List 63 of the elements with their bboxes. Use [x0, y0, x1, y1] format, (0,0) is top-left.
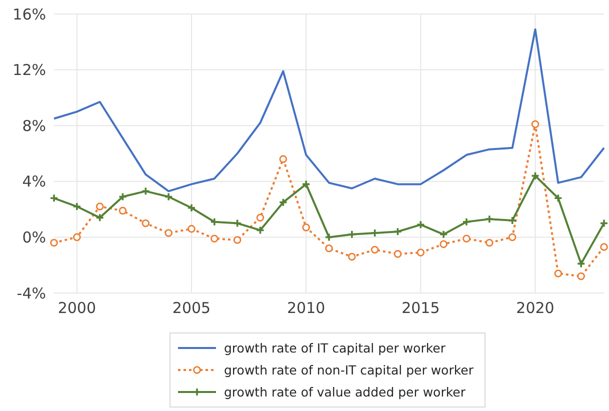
point: [554, 194, 563, 203]
point: [348, 252, 356, 261]
point: [164, 229, 172, 237]
point: [210, 217, 219, 226]
point: [232, 218, 242, 228]
point: [348, 230, 356, 239]
point: [486, 238, 494, 247]
point: [256, 226, 265, 235]
point: [462, 234, 470, 242]
point: [302, 180, 310, 189]
point: [96, 202, 104, 210]
point: [440, 240, 448, 248]
y-tick-label: 8%: [22, 116, 46, 135]
point: [164, 192, 173, 202]
point: [141, 186, 150, 196]
point: [95, 213, 104, 222]
point: [324, 232, 334, 242]
point: [531, 120, 540, 128]
point: [485, 214, 494, 224]
y-tick-label: 12%: [12, 61, 46, 80]
point: [256, 214, 264, 222]
x-tick-label: 2015: [402, 299, 440, 317]
point: [118, 192, 128, 202]
point: [600, 243, 608, 251]
point: [394, 250, 402, 258]
point: [278, 198, 288, 207]
point: [72, 202, 82, 211]
point: [233, 236, 242, 244]
point: [118, 206, 127, 215]
point: [576, 259, 586, 268]
point: [530, 171, 540, 180]
point: [416, 220, 426, 230]
legend-label: growth rate of IT capital per worker: [224, 340, 446, 356]
line-series: [53, 28, 605, 192]
point: [50, 238, 58, 247]
point: [187, 204, 196, 212]
point: [416, 248, 425, 256]
point: [393, 227, 402, 236]
y-tick-label: 0%: [22, 228, 46, 246]
point: [462, 217, 471, 226]
point: [370, 246, 379, 254]
point: [554, 270, 562, 278]
point: [370, 228, 380, 238]
y-tick-label: -4%: [16, 284, 46, 302]
legend-label: growth rate of non-IT capital per worker: [224, 362, 474, 378]
y-tick-label: 4%: [22, 172, 46, 191]
point: [508, 216, 517, 225]
point: [279, 155, 288, 163]
point: [325, 244, 333, 252]
point: [302, 224, 310, 232]
y-tick-label: 16%: [12, 5, 46, 24]
x-tick-label: 2010: [286, 299, 326, 317]
x-tick-label: 2000: [58, 299, 96, 317]
point: [210, 234, 218, 242]
legend-label: growth rate of value added per worker: [224, 384, 466, 400]
point: [577, 272, 585, 280]
point: [439, 230, 448, 239]
point: [142, 219, 150, 228]
x-tick-label: 2020: [516, 299, 554, 317]
point: [73, 233, 81, 242]
point: [188, 224, 196, 233]
point: [508, 233, 516, 242]
x-tick-label: 2005: [172, 299, 211, 317]
